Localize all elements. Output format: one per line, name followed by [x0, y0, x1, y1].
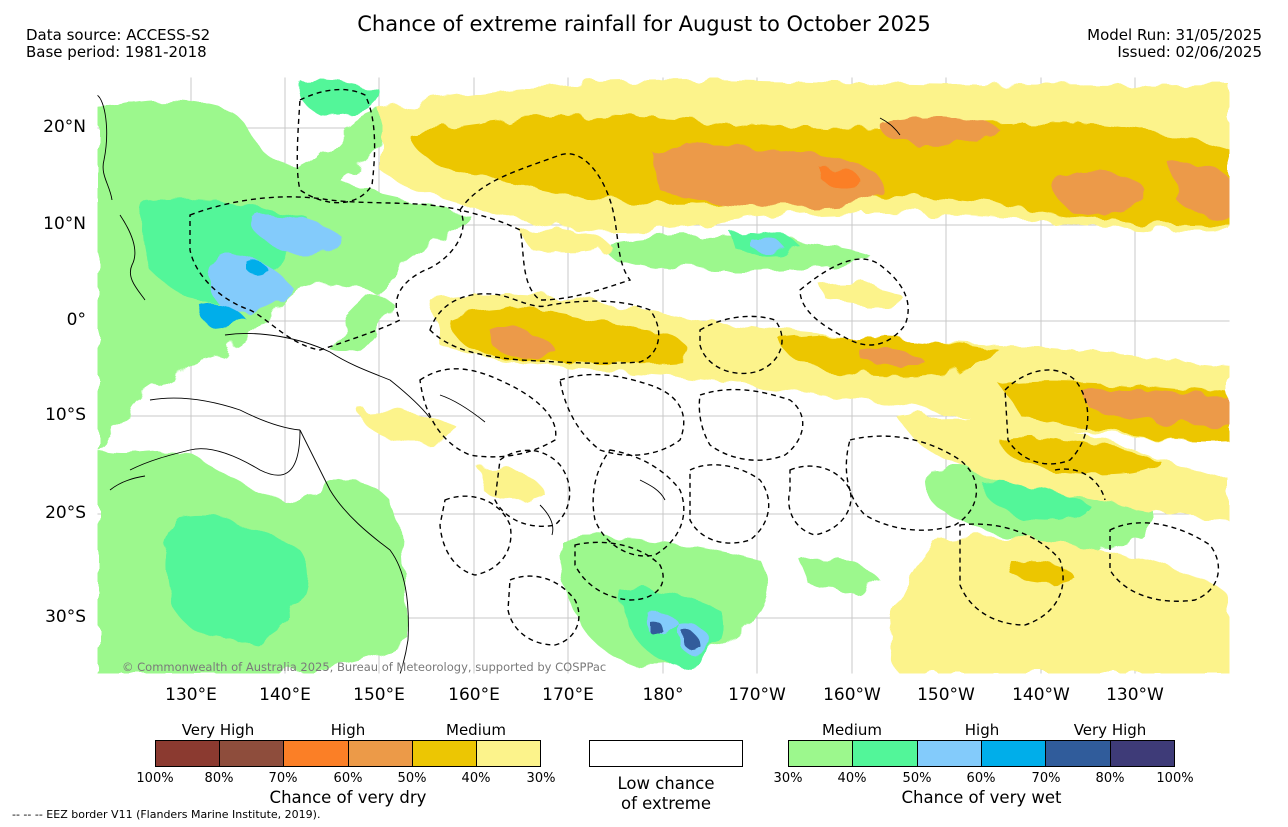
dry-swatch-80-70	[220, 741, 285, 766]
dry-tick-30: 30%	[526, 771, 556, 786]
wet-category-high: High	[964, 721, 1000, 739]
low-chance-swatch	[589, 740, 743, 767]
wet-tick-100: 100%	[1156, 771, 1194, 786]
dry-swatch-100-80	[156, 741, 221, 766]
dry-tick-100: 100%	[136, 771, 174, 786]
wet-swatch-70-80	[1046, 741, 1111, 766]
wet-swatch-80-100	[1110, 741, 1174, 766]
coastlines	[97, 94, 901, 674]
low-chance-line1: Low chance	[617, 774, 715, 793]
lat-label-10s: 10°S	[45, 405, 86, 425]
wet-tick-30: 30%	[773, 771, 803, 786]
model-run: Model Run: 31/05/2025	[1087, 26, 1262, 44]
issued-date: Issued: 02/06/2025	[1117, 43, 1262, 61]
wet-tick-80: 80%	[1095, 771, 1125, 786]
lon-label-150e: 150°E	[353, 685, 405, 705]
dry-tick-60: 60%	[333, 771, 363, 786]
eez-footnote: -- -- -- EEZ border V11 (Flanders Marine…	[12, 808, 321, 821]
wet-shading	[97, 79, 1152, 674]
lon-label-140w: 140°W	[1012, 685, 1070, 705]
data-source: Data source: ACCESS-S2	[26, 26, 211, 44]
map-frame	[96, 76, 1231, 675]
lat-label-20s: 20°S	[45, 503, 86, 523]
wet-tick-60: 60%	[966, 771, 996, 786]
lat-label-30s: 30°S	[45, 607, 86, 627]
wet-swatch-50-60	[917, 741, 982, 766]
lon-label-150w: 150°W	[917, 685, 975, 705]
dry-category-high: High	[330, 721, 366, 739]
dry-swatch-50-40	[412, 741, 477, 766]
dry-tick-80: 80%	[204, 771, 234, 786]
header-left: Data source: ACCESS-S2 Base period: 1981…	[26, 27, 210, 61]
dry-swatch-70-60	[284, 741, 349, 766]
lon-label-160w: 160°W	[823, 685, 881, 705]
low-chance-label: Low chance of extreme	[589, 774, 743, 814]
dry-shading	[359, 80, 1230, 674]
wet-tick-70: 70%	[1031, 771, 1061, 786]
wet-swatch-30-40	[789, 741, 854, 766]
wet-category-medium: Medium	[822, 721, 882, 739]
lat-label-20n: 20°N	[43, 117, 86, 137]
dry-swatch-60-50	[348, 741, 413, 766]
eez-borders	[189, 88, 1220, 646]
dry-category-medium: Medium	[446, 721, 506, 739]
lat-label-10n: 10°N	[43, 214, 86, 234]
dry-tick-50: 50%	[397, 771, 427, 786]
low-chance-line2: of extreme	[620, 794, 712, 813]
wet-category-very-high: Very High	[1073, 721, 1147, 739]
map-title: Chance of extreme rainfall for August to…	[357, 12, 931, 36]
header-right: Model Run: 31/05/2025 Issued: 02/06/2025	[1087, 27, 1262, 61]
lon-label-170e: 170°E	[542, 685, 594, 705]
lon-label-130e: 130°E	[165, 685, 217, 705]
base-period: Base period: 1981-2018	[26, 43, 207, 61]
lat-label-0: 0°	[66, 310, 86, 330]
lon-label-180: 180°	[642, 685, 684, 705]
dry-swatch-40-30	[476, 741, 541, 766]
wet-swatch-60-70	[981, 741, 1047, 766]
wet-colorbar	[788, 740, 1175, 767]
dry-legend-title: Chance of very dry	[269, 788, 427, 807]
wet-legend-title: Chance of very wet	[901, 788, 1062, 807]
lon-label-170w: 170°W	[728, 685, 786, 705]
lon-label-130w: 130°W	[1106, 685, 1164, 705]
wet-swatch-40-50	[853, 741, 918, 766]
copyright-credit: © Commonwealth of Australia 2025, Bureau…	[122, 660, 607, 674]
lon-label-160e: 160°E	[448, 685, 500, 705]
dry-category-very-high: Very High	[181, 721, 255, 739]
wet-tick-40: 40%	[837, 771, 867, 786]
wet-tick-50: 50%	[902, 771, 932, 786]
lon-label-140e: 140°E	[259, 685, 311, 705]
dry-tick-40: 40%	[461, 771, 491, 786]
dry-tick-70: 70%	[268, 771, 298, 786]
dry-colorbar	[155, 740, 541, 767]
